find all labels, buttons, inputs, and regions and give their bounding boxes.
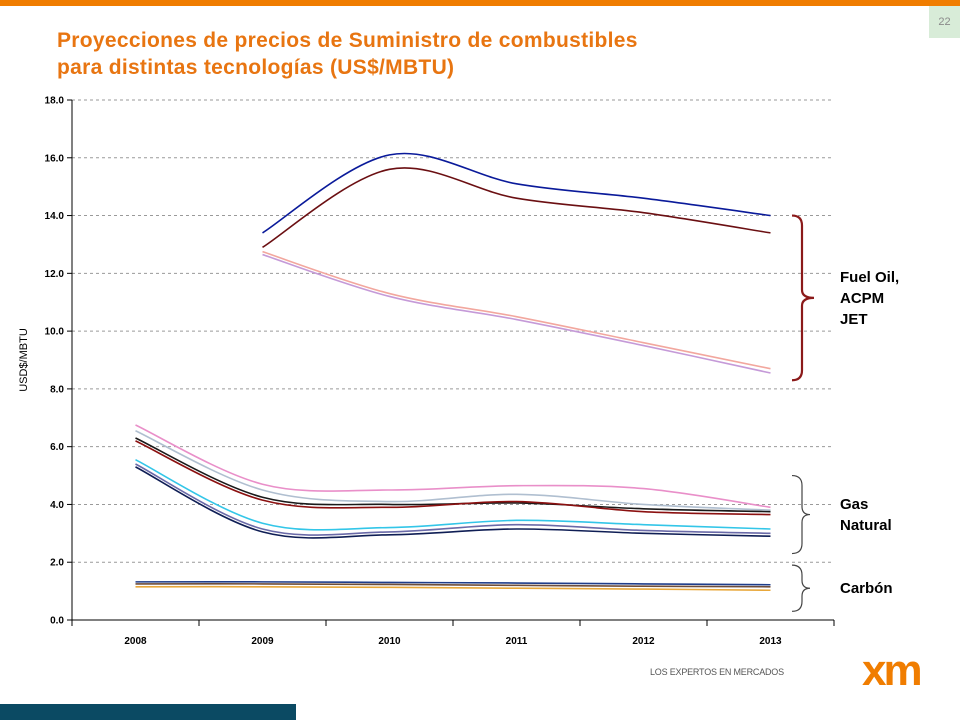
series-line-12 — [135, 581, 771, 586]
group-label: ACPM — [840, 290, 884, 307]
x-tick-label: 2010 — [378, 636, 401, 647]
xm-logo-mark: xm — [862, 646, 923, 695]
y-tick-label: 4.0 — [50, 500, 64, 511]
top-accent-bar — [0, 0, 960, 6]
y-tick-label: 0.0 — [50, 616, 64, 627]
series-line-8 — [135, 440, 771, 516]
series-line-11 — [135, 466, 771, 539]
series-line-3 — [262, 250, 771, 370]
logo-tagline: LOS EXPERTOS EN MERCADOS — [650, 667, 784, 677]
series-line-10 — [135, 463, 771, 536]
series-line-4 — [262, 253, 771, 374]
y-tick-label: 8.0 — [50, 384, 64, 395]
y-tick-label: 12.0 — [45, 269, 65, 280]
y-tick-label: 18.0 — [45, 96, 65, 107]
group-bracket — [791, 214, 815, 382]
series-line-6 — [135, 430, 771, 512]
x-tick-label: 2009 — [251, 636, 274, 647]
group-label: Natural — [840, 517, 892, 534]
y-tick-label: 14.0 — [45, 211, 65, 222]
group-label: Fuel Oil, — [840, 269, 899, 286]
title-line-2: para distintas tecnologías (US$/MBTU) — [57, 56, 455, 79]
x-tick-label: 2012 — [632, 636, 655, 647]
slide-title: Proyecciones de precios de Suministro de… — [57, 27, 817, 81]
x-tick-label: 2013 — [759, 636, 782, 647]
group-label: Carbón — [840, 580, 893, 597]
x-tick-label: 2011 — [506, 636, 528, 647]
y-tick-label: 16.0 — [45, 153, 65, 164]
bottom-accent-bar — [0, 704, 296, 720]
group-label: JET — [840, 311, 868, 328]
company-logo: LOS EXPERTOS EN MERCADOS xm — [650, 645, 930, 697]
series-line-9 — [135, 458, 771, 531]
series-line-7 — [135, 437, 771, 513]
group-bracket — [791, 564, 811, 612]
series-line-2 — [262, 167, 771, 249]
x-tick-label: 2008 — [124, 636, 147, 647]
group-label: Gas — [840, 496, 868, 513]
y-tick-label: 2.0 — [50, 558, 64, 569]
y-tick-label: 10.0 — [45, 327, 65, 338]
group-bracket — [791, 474, 811, 555]
series-line-5 — [135, 424, 771, 509]
series-line-13 — [135, 583, 771, 588]
series-line-14 — [135, 585, 771, 592]
y-axis-label: USD$/MBTU — [18, 328, 30, 392]
page-number: 22 — [929, 6, 960, 38]
y-tick-label: 6.0 — [50, 442, 64, 453]
series-line-1 — [262, 152, 771, 234]
title-line-1: Proyecciones de precios de Suministro de… — [57, 29, 638, 52]
